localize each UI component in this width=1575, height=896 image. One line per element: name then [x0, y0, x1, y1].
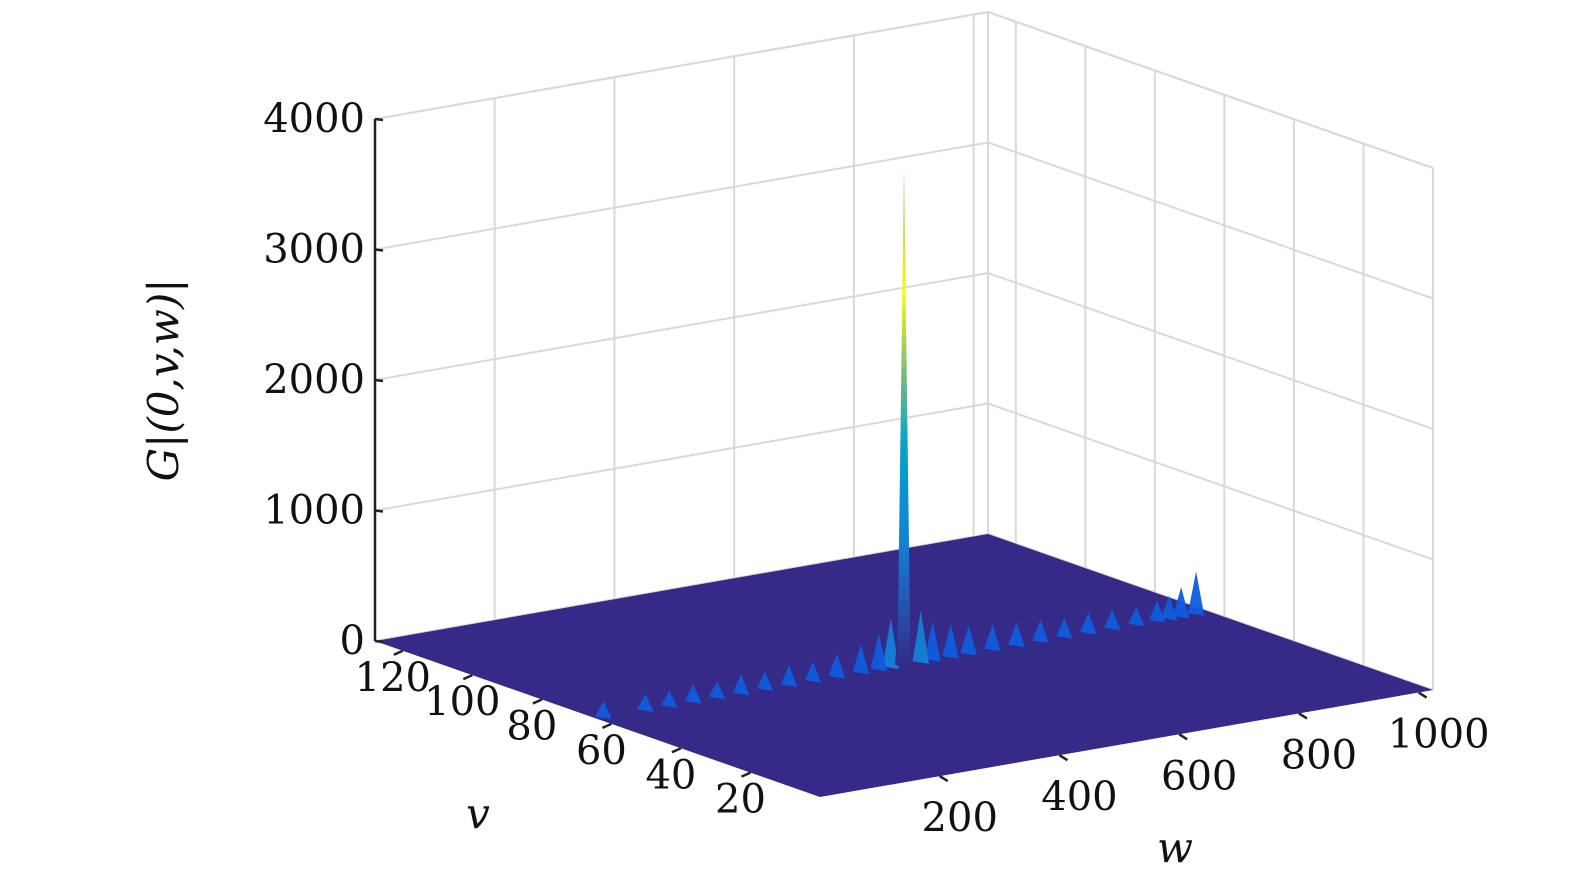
v-tick-label: 40 [645, 752, 696, 798]
ridge-spike [924, 621, 941, 662]
grid-line [374, 11, 989, 120]
w-axis-label: w [1157, 823, 1193, 872]
ridge-spike [756, 671, 774, 691]
w-tick-label: 1000 [1388, 712, 1490, 758]
v-axis-label: v [466, 789, 490, 838]
w-tick-label: 600 [1161, 753, 1237, 799]
ridge-spike [960, 625, 977, 656]
grid-line [987, 141, 1434, 300]
ridge-spike [685, 684, 702, 704]
v-tick-label: 20 [715, 777, 766, 823]
w-tick-mark [1178, 733, 1188, 741]
grid-line [987, 272, 1434, 430]
z-tick-mark [374, 248, 384, 252]
ridge-spike [1128, 606, 1145, 627]
z-tick-label: 4000 [263, 96, 365, 142]
v-tick-mark [740, 771, 751, 778]
axes [373, 117, 1428, 783]
w-tick-mark [1058, 754, 1069, 762]
w-tick-mark [939, 775, 949, 783]
ridge-spike [780, 664, 798, 687]
v-tick-label: 80 [506, 704, 557, 750]
z-tick-label: 1000 [263, 488, 365, 534]
grid-line [987, 402, 1434, 561]
ridge-spike [942, 623, 959, 659]
z-tick-mark [374, 117, 384, 122]
ridge-spike [661, 690, 678, 708]
v-tick-mark [532, 698, 543, 705]
w-tick-mark [1417, 691, 1428, 699]
ridge-spike [852, 644, 870, 675]
v-tick-mark [393, 649, 404, 656]
ridge-spike [912, 610, 929, 664]
ridge-spike [1104, 609, 1121, 631]
ridge-spike [709, 681, 726, 700]
ridge-spike [733, 674, 750, 696]
v-tick-mark [671, 747, 682, 754]
ridge-spike [595, 701, 612, 720]
grid-line [374, 141, 989, 251]
z-axis-label: G|(0,v,w)| [139, 279, 188, 482]
z-tick-mark [374, 639, 384, 644]
ridge-spike [882, 618, 899, 670]
ridge-spike [613, 700, 630, 717]
ridge-spike [828, 653, 846, 679]
grid-line [374, 272, 989, 381]
v-tick-label: 100 [424, 679, 500, 725]
z-tick-mark [374, 378, 384, 383]
ridge-spike [1056, 617, 1073, 639]
z-tick-label: 2000 [263, 357, 365, 403]
v-tick-label: 120 [355, 655, 431, 701]
surface-peak [897, 167, 911, 667]
v-tick-mark [462, 673, 473, 681]
z-tick-label: 3000 [263, 227, 365, 273]
surface-peaks [595, 167, 1205, 720]
ridge-spike [1080, 612, 1097, 635]
z-tick-mark [374, 509, 384, 513]
grid-line [987, 11, 1434, 169]
w-tick-mark [1298, 712, 1308, 720]
ridge-spike [1149, 600, 1166, 623]
ridge-spike [1032, 619, 1049, 643]
w-tick-label: 800 [1281, 732, 1357, 778]
ridge-spike [804, 661, 822, 683]
ridge-spike [870, 633, 888, 672]
ridge-spike [637, 693, 654, 712]
ridge-spike [1008, 622, 1025, 648]
v-tick-label: 60 [576, 728, 627, 774]
ridge-spike [984, 623, 1001, 652]
z-tick-label: 0 [340, 618, 365, 664]
grid-line [374, 402, 989, 512]
w-tick-label: 400 [1041, 774, 1117, 820]
ridge-spike [1173, 587, 1190, 619]
ridge-spike [1161, 595, 1178, 621]
w-tick-label: 200 [922, 795, 998, 841]
v-tick-mark [601, 722, 612, 730]
ridge-spike [1187, 571, 1205, 616]
